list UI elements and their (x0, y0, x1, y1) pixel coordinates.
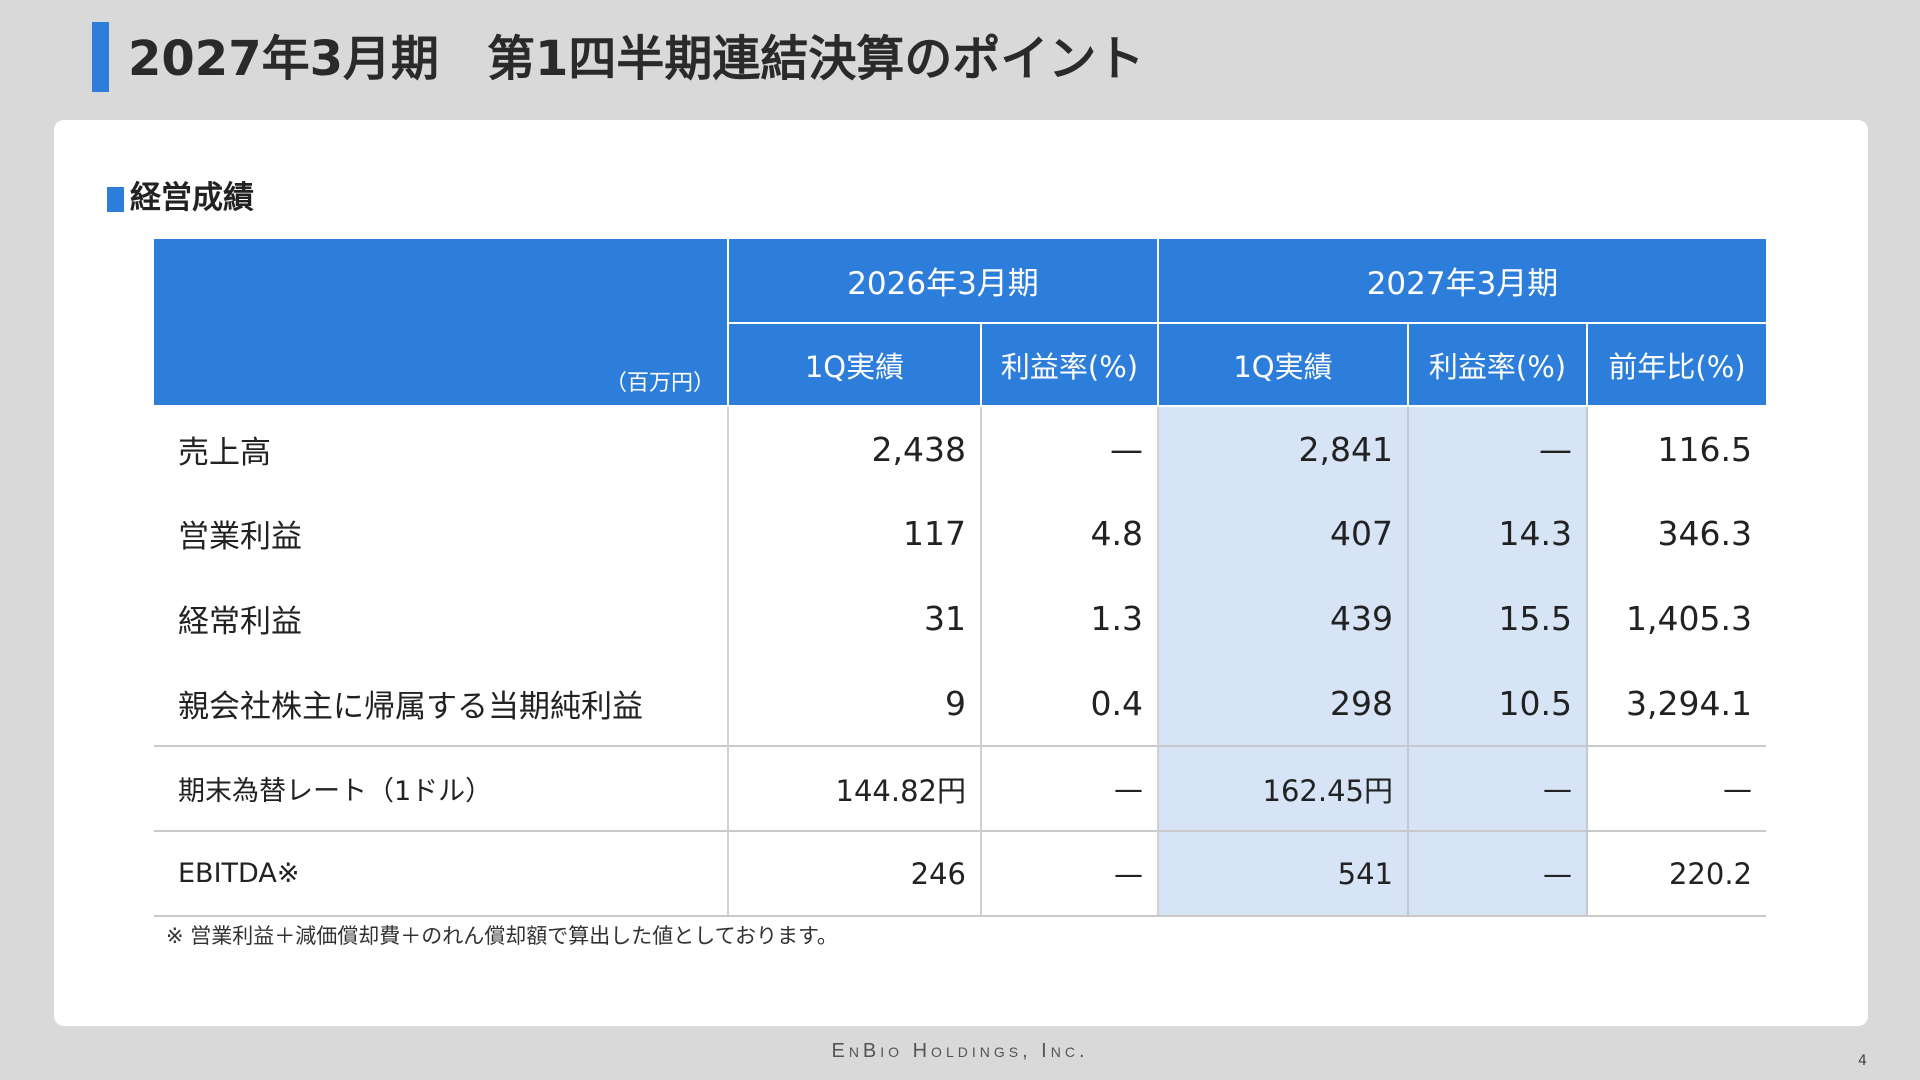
table-cell: 0.4 (981, 661, 1159, 746)
table-cell: 3,294.1 (1587, 661, 1767, 746)
table-cell: 346.3 (1587, 491, 1767, 576)
table-cell: — (1587, 745, 1767, 831)
table-row: 親会社株主に帰属する当期純利益 9 0.4 298 10.5 3,294.1 (154, 661, 1767, 746)
subheader-2026-margin: 利益率(%) (981, 323, 1159, 407)
table-cell: 9 (728, 661, 982, 746)
row-label: 営業利益 (154, 491, 729, 576)
subheader-yoy: 前年比(%) (1587, 323, 1767, 407)
subheader-2027-margin: 利益率(%) (1408, 323, 1588, 407)
row-label: 経常利益 (154, 576, 729, 661)
unit-label: （百万円） (154, 239, 729, 407)
row-label: EBITDA※ (154, 830, 729, 917)
table-cell: 117 (728, 491, 982, 576)
table-cell: 246 (728, 830, 982, 917)
table-cell: — (1408, 745, 1588, 831)
subheader-2026-1q: 1Q実績 (728, 323, 982, 407)
row-label: 期末為替レート（1ドル） (154, 745, 729, 831)
table-cell: 10.5 (1408, 661, 1588, 746)
table-cell: — (981, 406, 1159, 491)
table-cell: 1.3 (981, 576, 1159, 661)
table-cell: 439 (1158, 576, 1409, 661)
footnote: ※ 営業利益＋減価償却費＋のれん償却額で算出した値としております。 (166, 924, 838, 948)
table-cell: 14.3 (1408, 491, 1588, 576)
row-label: 親会社株主に帰属する当期純利益 (154, 661, 729, 746)
period-header-2027: 2027年3月期 (1158, 239, 1767, 324)
row-label: 売上高 (154, 406, 729, 491)
subheader-2027-1q: 1Q実績 (1158, 323, 1409, 407)
table-cell: — (1408, 830, 1588, 917)
company-brand: EnBio Holdings, Inc. (831, 1040, 1089, 1062)
table-cell: 220.2 (1587, 830, 1767, 917)
page-number: 4 (1858, 1053, 1867, 1069)
results-table: （百万円） 2026年3月期 2027年3月期 1Q実績 利益率(%) 1Q実績… (154, 239, 1767, 917)
table-cell: 31 (728, 576, 982, 661)
table-cell: — (981, 745, 1159, 831)
table-cell: 15.5 (1408, 576, 1588, 661)
section-title: 経営成績 (130, 180, 254, 216)
page-title: 2027年3月期 第1四半期連結決算のポイント (128, 31, 1145, 87)
period-header-2026: 2026年3月期 (728, 239, 1159, 324)
table-cell: 116.5 (1587, 406, 1767, 491)
title-accent-bar (92, 22, 109, 92)
table-cell: — (981, 830, 1159, 917)
table-cell: 541 (1158, 830, 1409, 917)
table-row: 期末為替レート（1ドル） 144.82円 — 162.45円 — — (154, 745, 1767, 831)
table-cell: 2,841 (1158, 406, 1409, 491)
table-cell: 144.82円 (728, 745, 982, 831)
table-cell: 4.8 (981, 491, 1159, 576)
table-cell: 298 (1158, 661, 1409, 746)
table-cell: 162.45円 (1158, 745, 1409, 831)
table-cell: — (1408, 406, 1588, 491)
section-accent-mark (107, 187, 124, 212)
table-row: 営業利益 117 4.8 407 14.3 346.3 (154, 491, 1767, 576)
table-row: 売上高 2,438 — 2,841 — 116.5 (154, 406, 1767, 491)
table-cell: 407 (1158, 491, 1409, 576)
table-cell: 1,405.3 (1587, 576, 1767, 661)
table-row: EBITDA※ 246 — 541 — 220.2 (154, 830, 1767, 917)
table-row: 経常利益 31 1.3 439 15.5 1,405.3 (154, 576, 1767, 661)
table-cell: 2,438 (728, 406, 982, 491)
